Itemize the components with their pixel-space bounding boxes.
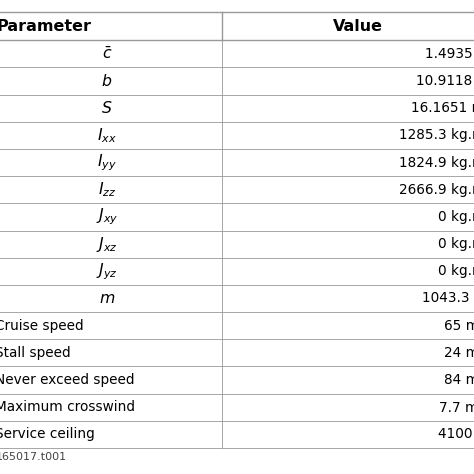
Text: $\bar{c}$: $\bar{c}$ <box>101 46 112 62</box>
Text: 2666.9 kg.m²: 2666.9 kg.m² <box>399 183 474 197</box>
Text: $b$: $b$ <box>101 73 112 89</box>
Text: 0 kg.m²: 0 kg.m² <box>438 210 474 224</box>
Text: 65 m/s: 65 m/s <box>444 319 474 333</box>
Text: 0 kg.m²: 0 kg.m² <box>438 237 474 251</box>
Bar <box>0 366 474 393</box>
Bar <box>0 339 474 366</box>
Text: $I_{zz}$: $I_{zz}$ <box>98 181 116 199</box>
Text: $I_{yy}$: $I_{yy}$ <box>97 152 117 173</box>
Bar <box>0 285 474 312</box>
Bar <box>0 149 474 176</box>
Bar <box>0 258 474 285</box>
Text: 10.9118 m: 10.9118 m <box>417 74 474 88</box>
Bar <box>0 203 474 230</box>
Text: Service ceiling: Service ceiling <box>0 428 95 441</box>
Bar <box>0 12 474 40</box>
Text: 0 kg.m²: 0 kg.m² <box>438 264 474 278</box>
Text: 7.7 m/s: 7.7 m/s <box>439 400 474 414</box>
Text: $J_{yz}$: $J_{yz}$ <box>96 261 118 282</box>
Text: 4100 m: 4100 m <box>438 428 474 441</box>
Text: 1.4935 m: 1.4935 m <box>425 47 474 61</box>
Text: 16.1651 m²: 16.1651 m² <box>411 101 474 115</box>
Text: Never exceed speed: Never exceed speed <box>0 373 135 387</box>
Bar <box>0 122 474 149</box>
Bar <box>0 67 474 95</box>
Bar <box>0 40 474 67</box>
Text: $m$: $m$ <box>99 291 115 306</box>
Bar <box>0 421 474 448</box>
Bar <box>0 230 474 258</box>
Text: 1043.3 kg: 1043.3 kg <box>422 292 474 305</box>
Text: 84 m/s: 84 m/s <box>444 373 474 387</box>
Text: Cruise speed: Cruise speed <box>0 319 84 333</box>
Text: Maximum crosswind: Maximum crosswind <box>0 400 135 414</box>
Text: $J_{xz}$: $J_{xz}$ <box>96 235 118 254</box>
Text: 165017.t001: 165017.t001 <box>0 452 67 462</box>
Text: 1824.9 kg.m²: 1824.9 kg.m² <box>399 155 474 170</box>
Text: $S$: $S$ <box>101 100 112 116</box>
Bar <box>0 312 474 339</box>
Text: Value: Value <box>333 18 383 34</box>
Text: 1285.3 kg.m²: 1285.3 kg.m² <box>399 128 474 142</box>
Text: Parameter: Parameter <box>0 18 91 34</box>
Bar <box>0 393 474 421</box>
Bar <box>0 176 474 203</box>
Text: $I_{xx}$: $I_{xx}$ <box>97 126 117 145</box>
Text: 24 m/s: 24 m/s <box>444 346 474 360</box>
Bar <box>0 95 474 122</box>
Text: $J_{xy}$: $J_{xy}$ <box>96 207 118 227</box>
Text: Stall speed: Stall speed <box>0 346 71 360</box>
